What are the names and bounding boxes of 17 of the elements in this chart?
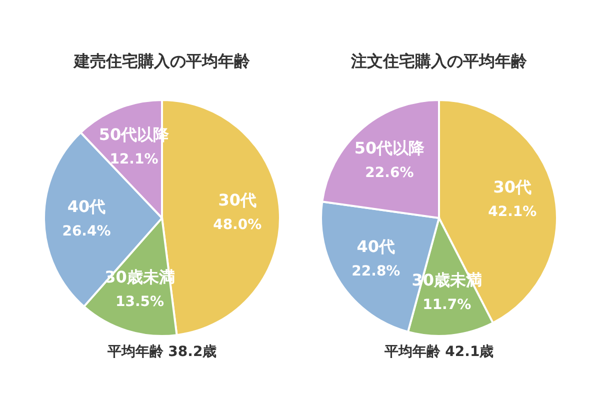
value-label: 11.7% bbox=[422, 296, 472, 313]
value-label: 42.1% bbox=[488, 204, 537, 220]
value-label: 48.0% bbox=[213, 217, 262, 234]
value-label: 26.4% bbox=[62, 223, 111, 240]
slice-label: 50代以降 bbox=[354, 138, 425, 158]
slice-label: 40代 bbox=[67, 196, 106, 216]
slice-label: 30代 bbox=[493, 178, 532, 197]
slice-label: 30代 bbox=[218, 190, 256, 210]
value-label: 22.6% bbox=[365, 164, 414, 181]
chart-title: 注文住宅購入の平均年齢 bbox=[350, 51, 528, 70]
chart-title: 建売住宅購入の平均年齢 bbox=[72, 51, 251, 70]
text: 平均年齢 38.2歳 bbox=[106, 344, 217, 360]
value-label: 12.1% bbox=[110, 152, 158, 168]
value-label: 13.5% bbox=[116, 294, 164, 310]
text: 平均年齢 42.1歳 bbox=[383, 344, 494, 360]
slice-label: 40代 bbox=[356, 236, 396, 256]
value-label: 22.8% bbox=[352, 263, 400, 280]
